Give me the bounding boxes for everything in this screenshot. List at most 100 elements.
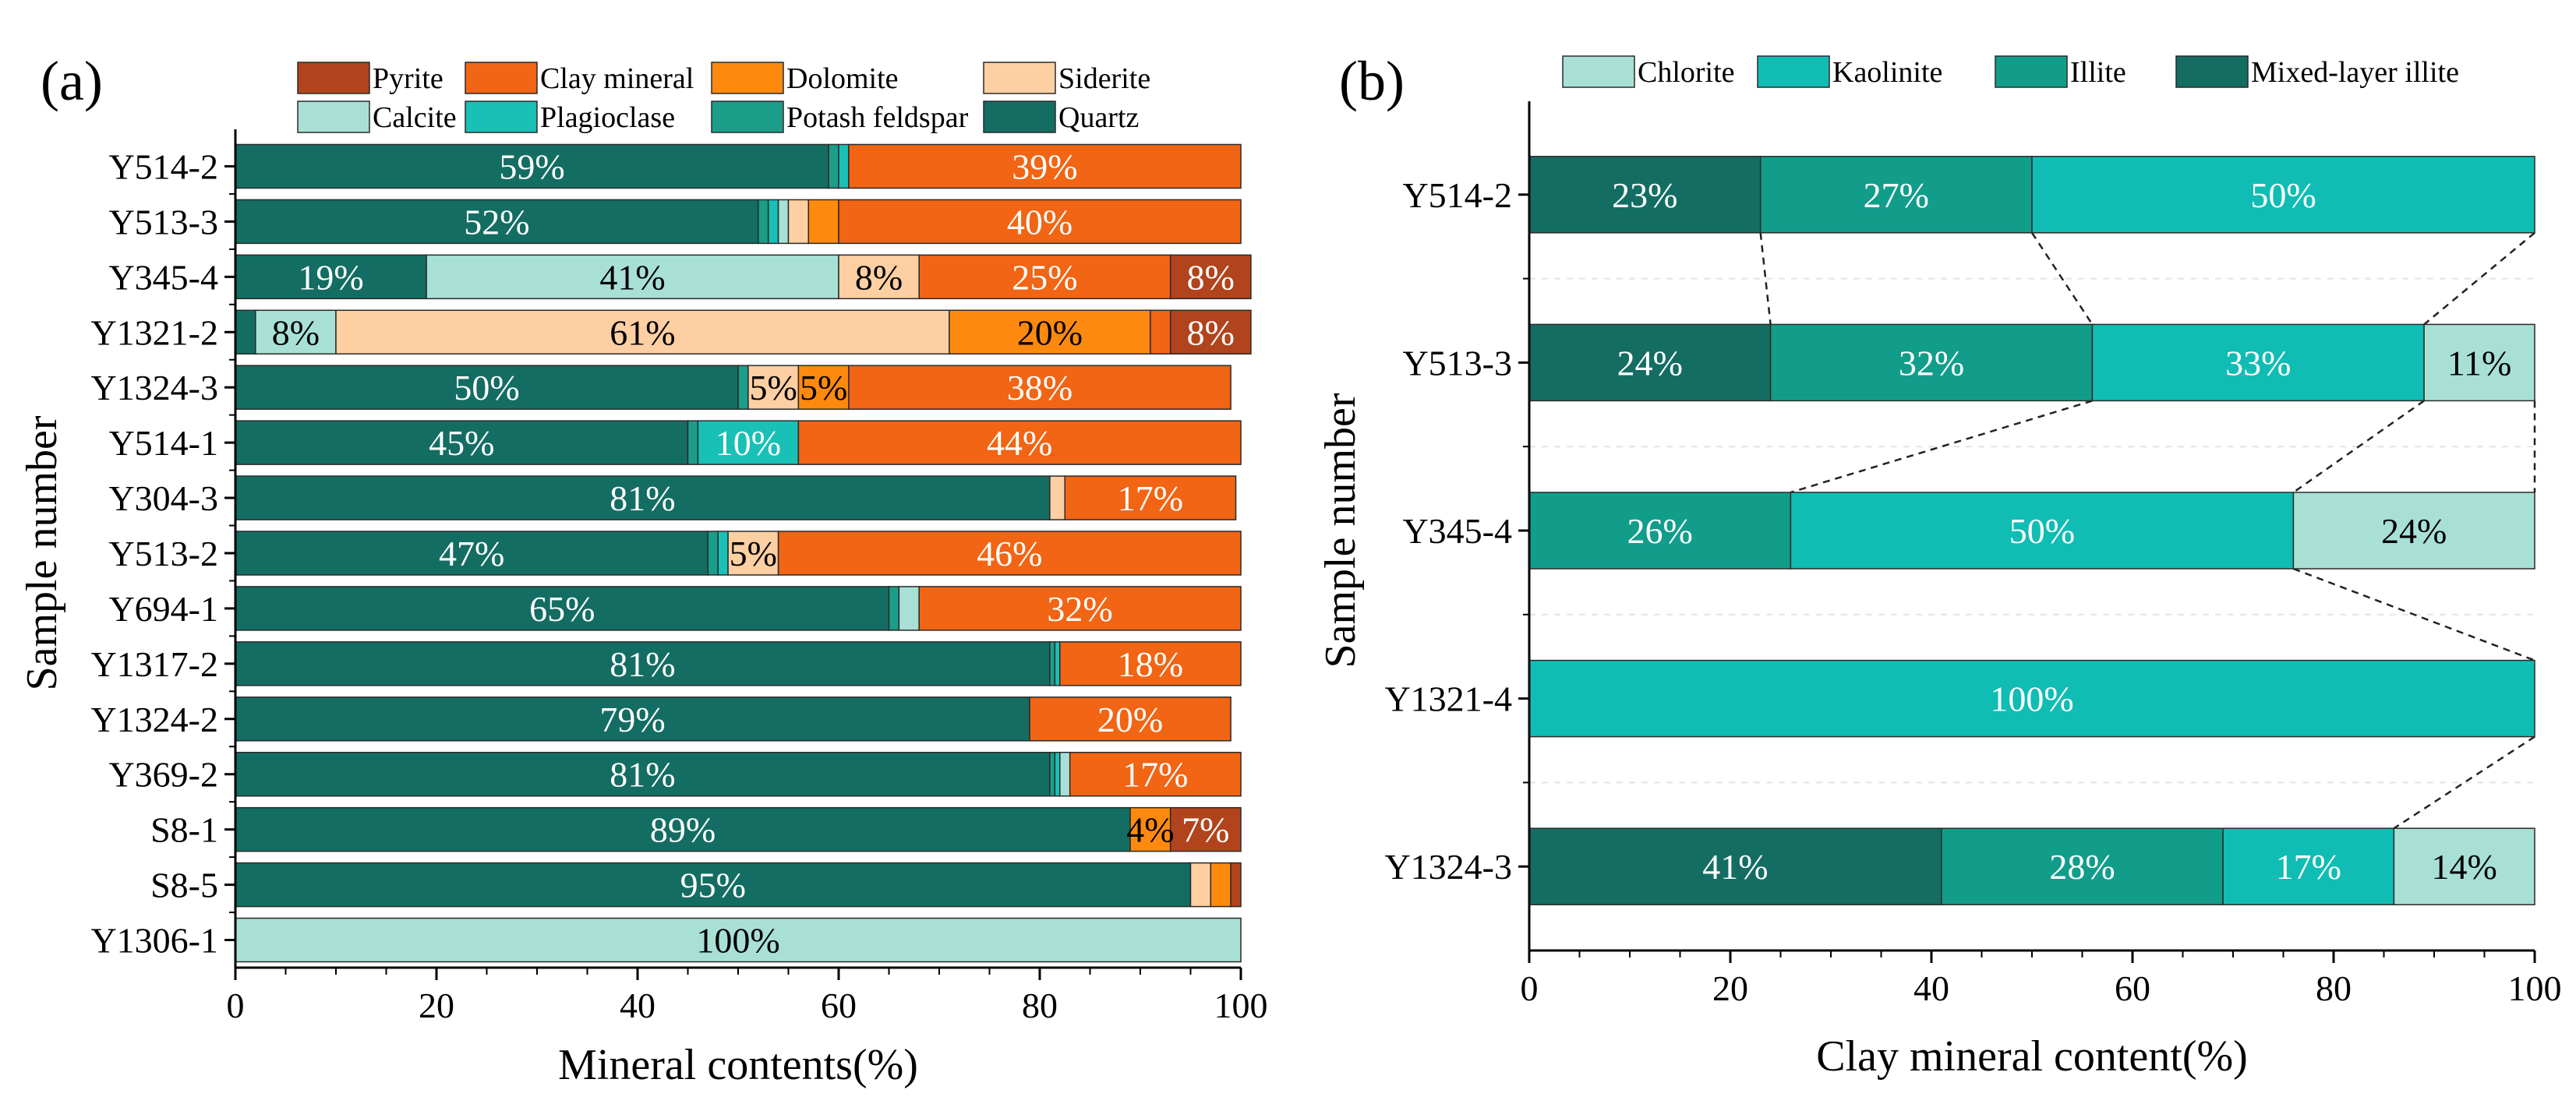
data-label: 52% xyxy=(464,202,529,242)
legend-label-illite: Illite xyxy=(2070,56,2126,89)
data-label: 8% xyxy=(1187,312,1235,352)
data-label: 38% xyxy=(1007,368,1072,407)
legend-label-dolomite: Dolomite xyxy=(786,62,899,95)
x-tick-label: 40 xyxy=(1913,968,1949,1008)
legend-label-quartz: Quartz xyxy=(1058,101,1139,134)
data-label: 17% xyxy=(2276,847,2341,887)
legend-swatch-quartz xyxy=(983,101,1056,133)
data-label: 50% xyxy=(2250,175,2316,215)
bar-y514-2-quartz xyxy=(235,143,829,189)
bar-y1324-3-mixed-layer-illite xyxy=(1528,827,1942,905)
bar-y345-4-calcite xyxy=(426,254,839,300)
y-tick-label: Y513-3 xyxy=(1402,343,1512,383)
bar-y369-2-potash-feldspar xyxy=(1049,751,1056,797)
bar-y513-3-clay-mineral xyxy=(838,199,1242,245)
y-tick-label: Y1324-2 xyxy=(90,700,218,739)
bar-y513-3-chlorite xyxy=(2423,323,2535,402)
bar-y513-2-plagioclase xyxy=(717,531,729,576)
x-tick-label: 20 xyxy=(419,986,454,1025)
x-tick-label: 20 xyxy=(1712,968,1748,1008)
x-tick-label: 60 xyxy=(2115,968,2150,1008)
y-tick-label: Y514-2 xyxy=(1402,175,1512,215)
data-label: 5% xyxy=(749,368,797,407)
bar-y345-4-chlorite xyxy=(2292,492,2535,570)
bar-s8-1-quartz xyxy=(235,806,1131,852)
legend-label-kaolinite: Kaolinite xyxy=(1832,56,1942,89)
data-label: 24% xyxy=(1617,343,1683,383)
bar-y514-2-kaolinite xyxy=(2031,156,2535,234)
data-label: 32% xyxy=(1899,343,1964,383)
data-label: 61% xyxy=(610,312,675,352)
data-label: 25% xyxy=(1012,257,1077,297)
data-label: 33% xyxy=(2225,343,2291,383)
legend-swatch-illite xyxy=(1995,55,2068,88)
x-tick-label: 100 xyxy=(2508,968,2562,1008)
bar-y513-2-quartz xyxy=(235,531,709,576)
data-label: 32% xyxy=(1047,589,1112,629)
data-label: 26% xyxy=(1627,511,1693,551)
data-label: 79% xyxy=(599,700,665,739)
data-label: 8% xyxy=(272,312,320,352)
bar-y1324-3-dolomite xyxy=(797,365,850,410)
data-label: 100% xyxy=(696,921,779,961)
bar-y1321-2-clay-mineral xyxy=(1150,309,1171,355)
bar-s8-5-pyrite xyxy=(1230,862,1242,908)
connector-line xyxy=(2292,567,2535,661)
bar-y1306-1-calcite xyxy=(235,917,1242,963)
y-tick-label: Y345-4 xyxy=(1402,511,1512,551)
legend-swatch-plagioclase xyxy=(465,101,538,133)
data-label: 18% xyxy=(1118,644,1183,684)
y-tick-label: Y304-3 xyxy=(108,478,218,518)
connector-line xyxy=(2030,232,2094,326)
data-label: 41% xyxy=(599,257,665,297)
bar-y694-1-calcite xyxy=(898,586,920,631)
bar-y1321-2-dolomite xyxy=(949,309,1151,355)
data-label: 28% xyxy=(2049,847,2115,887)
legend-swatch-kaolinite xyxy=(1757,55,1830,88)
data-label: 20% xyxy=(1017,312,1083,352)
y-tick-label: S8-1 xyxy=(150,810,218,850)
bar-y369-2-plagioclase xyxy=(1054,751,1061,797)
bar-y514-2-potash-feldspar xyxy=(828,143,839,189)
connector-line xyxy=(1790,400,2093,494)
bar-y514-1-plagioclase xyxy=(697,420,800,465)
bar-s8-1-dolomite xyxy=(1129,806,1171,852)
panel-label: (b) xyxy=(1339,50,1405,112)
connector-line xyxy=(1759,232,1772,325)
bar-y1324-3-quartz xyxy=(235,365,739,410)
panel-b-clay-mineral-content: 23% 27% 50% 24% 32% 33% 11% 26% 50% 24% 100% 41% 28%… xyxy=(1316,50,2562,1081)
legend-swatch-pyrite xyxy=(297,62,370,94)
data-label: 17% xyxy=(1122,755,1188,795)
data-label: 4% xyxy=(1126,810,1174,850)
data-label: 23% xyxy=(1612,175,1677,215)
bar-y513-2-potash-feldspar xyxy=(707,531,719,576)
data-label: 50% xyxy=(2009,511,2075,551)
x-axis-title: Mineral contents(%) xyxy=(558,1041,918,1089)
y-tick-label: S8-5 xyxy=(150,866,218,905)
y-tick-label: Y513-3 xyxy=(108,202,218,242)
bar-y1321-2-pyrite xyxy=(1169,309,1252,355)
data-label: 7% xyxy=(1182,810,1229,850)
bar-y513-3-siderite xyxy=(787,199,810,245)
x-axis-title: Clay mineral content(%) xyxy=(1816,1032,2248,1081)
y-tick-label: Y1324-3 xyxy=(1384,847,1512,887)
bar-y514-2-mixed-layer-illite xyxy=(1528,156,1762,234)
data-label: 19% xyxy=(298,257,363,297)
bar-y304-3-clay-mineral xyxy=(1064,475,1237,520)
data-label: 11% xyxy=(2447,343,2512,383)
bar-y513-2-clay-mineral xyxy=(777,531,1242,576)
bar-y1324-3-chlorite xyxy=(2393,827,2535,905)
data-label: 59% xyxy=(499,146,564,186)
data-label: 40% xyxy=(1007,202,1072,242)
y-tick-label: Y369-2 xyxy=(108,755,218,795)
x-tick-label: 0 xyxy=(227,986,245,1025)
legend-swatch-dolomite xyxy=(711,62,784,94)
data-label: 14% xyxy=(2432,847,2497,887)
data-label: 95% xyxy=(680,866,746,905)
legend-label-siderite: Siderite xyxy=(1058,62,1150,95)
y-tick-label: Y1321-2 xyxy=(90,312,218,352)
bar-y1317-2-potash-feldspar xyxy=(1049,641,1056,686)
data-label: 39% xyxy=(1012,146,1077,186)
connector-line xyxy=(2292,400,2425,494)
